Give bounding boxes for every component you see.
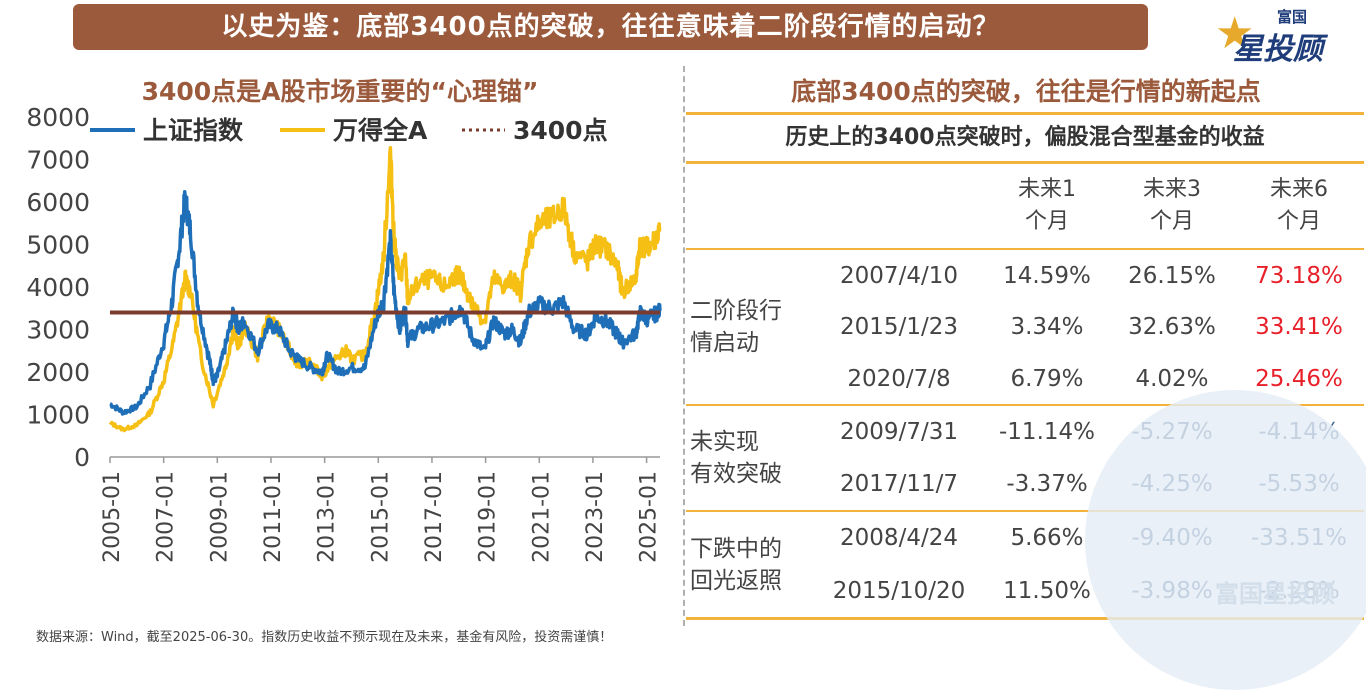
date-cell: 2007/4/10 [814, 248, 984, 301]
y-tick-label: 6000 [26, 188, 90, 217]
column-header-line: 未来1 [1018, 177, 1076, 202]
column-header: 未来6 个月 [1234, 164, 1364, 249]
group-label-line: 情启动 [690, 330, 759, 356]
x-tick-label: 2023-01 [583, 471, 608, 563]
y-tick-label: 2000 [26, 358, 90, 387]
return-cell: 32.63% [1128, 314, 1216, 340]
return-cell: -11.14% [984, 404, 1110, 458]
date-cell: 2017/11/7 [840, 471, 958, 497]
column-header: 未来1 个月 [984, 164, 1110, 249]
group-label-line: 下跌中的 [690, 535, 782, 562]
date-cell: 2009/7/31 [814, 404, 984, 458]
chart-title: 3400点是A股市场重要的“心理锚” [141, 77, 539, 106]
x-tick-label: 2017-01 [422, 471, 447, 563]
series-line [108, 146, 662, 433]
return-cell: 25.46% [1255, 365, 1343, 392]
return-cell: -3.37% [1006, 471, 1088, 497]
column-header-line: 未来3 [1143, 177, 1201, 202]
legend-label: 万得全A [333, 116, 428, 145]
return-cell: 33.41% [1255, 314, 1343, 340]
group-label-line: 未实现 [690, 429, 759, 455]
return-cell: 14.59% [984, 248, 1110, 301]
date-cell: 2015/1/23 [840, 314, 958, 340]
return-cell: 11.50% [1003, 577, 1091, 604]
group-label-line: 回光返照 [690, 567, 782, 594]
x-tick-label: 2025-01 [637, 471, 662, 563]
group-label: 下跌中的 回光返照 [686, 510, 814, 617]
table-row: 2015/1/23 3.34% 32.63% 33.41% [686, 301, 1364, 353]
x-tick-label: 2013-01 [315, 471, 340, 563]
group-label-line: 有效突破 [690, 461, 782, 487]
table-bottom-border [686, 617, 1364, 620]
watermark-text: 富国星投顾 [1215, 580, 1335, 608]
y-tick-label: 7000 [26, 146, 90, 175]
y-tick-label: 1000 [26, 401, 90, 430]
column-header: 未来3 个月 [1110, 164, 1234, 249]
star-icon: ★ [1215, 8, 1255, 59]
date-cell: 2015/10/20 [832, 577, 966, 604]
column-header-line: 个月 [1276, 209, 1321, 234]
column-header-line: 个月 [1024, 209, 1069, 234]
group-label: 二阶段行 情启动 [686, 248, 814, 405]
y-tick-label: 8000 [26, 103, 90, 132]
column-header-line: 个月 [1149, 209, 1194, 234]
logo-big-text: 星投顾 [1233, 32, 1323, 67]
return-cell: 3.34% [1010, 314, 1084, 340]
legend-label: 3400点 [513, 116, 608, 145]
x-tick-label: 2019-01 [476, 471, 501, 563]
date-cell: 2020/7/8 [847, 365, 951, 392]
return-cell: 26.15% [1110, 248, 1234, 301]
group-label: 未实现 有效突破 [686, 404, 814, 511]
section-divider [683, 66, 685, 626]
y-tick-label: 4000 [26, 273, 90, 302]
date-cell: 2008/4/24 [814, 510, 984, 564]
table-subtitle: 历史上的3400点突破时，偏股混合型基金的收益 [686, 112, 1364, 164]
title-banner: 以史为鉴：底部3400点的突破，往往意味着二阶段行情的启动？ [73, 4, 1148, 50]
y-tick-label: 5000 [26, 231, 90, 260]
table-header-row: 未来1 个月 未来3 个月 未来6 个月 [686, 164, 1364, 249]
x-tick-label: 2015-01 [368, 471, 393, 563]
x-tick-label: 2007-01 [154, 471, 179, 563]
table-title: 底部3400点的突破，往往是行情的新起点 [791, 77, 1261, 106]
group-label-line: 二阶段行 [690, 298, 782, 324]
x-tick-label: 2005-01 [100, 471, 125, 563]
logo-small-text: 富国 [1277, 8, 1308, 26]
x-tick-label: 2021-01 [529, 471, 554, 563]
return-cell: 6.79% [1010, 365, 1084, 392]
return-cell: 73.18% [1234, 248, 1364, 301]
watermark-circle [1085, 390, 1366, 690]
legend-label: 上证指数 [143, 116, 244, 145]
logo: ★ 富国 星投顾 [1215, 6, 1355, 67]
column-header-line: 未来6 [1270, 177, 1328, 202]
x-tick-label: 2011-01 [261, 471, 286, 563]
footer-note: 数据来源：Wind，截至2025-06-30。指数历史收益不预示现在及未来，基金… [36, 630, 613, 645]
line-chart: 0 1000 2000 3000 4000 5000 6000 7000 8000 2005-01… [26, 103, 662, 563]
y-tick-label: 3000 [26, 316, 90, 345]
return-cell: 4.02% [1135, 365, 1209, 392]
y-tick-label: 0 [74, 443, 90, 472]
table-row: 2020/7/8 6.79% 4.02% 25.46% [686, 353, 1364, 405]
series-line [109, 189, 662, 416]
x-tick-label: 2009-01 [207, 471, 232, 563]
table-row: 二阶段行 情启动 2007/4/10 14.59% 26.15% 73.18% [686, 248, 1364, 405]
